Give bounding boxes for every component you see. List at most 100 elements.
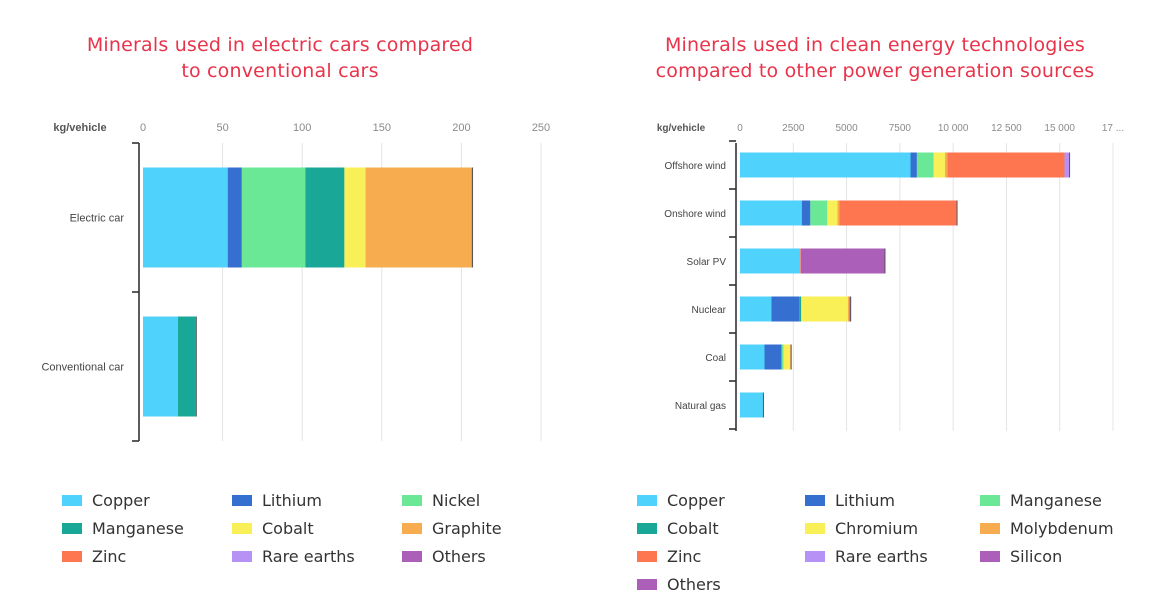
legend-label-manganese: Manganese (92, 518, 184, 538)
bar-onshore-wind-chromium (827, 200, 838, 226)
legend-label-zinc: Zinc (92, 546, 127, 566)
bar-offshore-wind-rare-earths (1064, 152, 1070, 178)
bar-offshore-wind-lithium (910, 152, 917, 178)
bar-electric-car-manganese (305, 167, 345, 268)
right-chart-title: Minerals used in clean energy technologi… (610, 32, 1140, 84)
legend-item-copper: Copper (62, 489, 232, 511)
bar-offshore-wind-manganese (916, 152, 934, 178)
legend-item-silicon: Silicon (980, 545, 1140, 567)
category-label-coal: Coal (705, 353, 726, 364)
bar-nuclear-cobalt (799, 296, 802, 322)
x-tick-label-250: 250 (532, 122, 550, 134)
bar-offshore-wind-chromium (933, 152, 945, 178)
category-label-offshore-wind: Offshore wind (664, 161, 726, 172)
legend-swatch-cobalt (637, 522, 657, 534)
legend-label-nickel: Nickel (432, 490, 481, 510)
x-tick-label-0: 0 (140, 122, 146, 134)
x-tick-label-15-000: 15 000 (1044, 123, 1075, 134)
bar-coal-manganese (781, 344, 784, 370)
bar-offshore-wind-zinc (947, 152, 1065, 178)
legend-label-rare-earths: Rare earths (262, 546, 355, 566)
legend-item-rare-earths: Rare earths (232, 545, 402, 567)
x-tick-label-2500: 2500 (782, 123, 805, 134)
bar-coal-lithium (764, 344, 782, 370)
bar-onshore-wind-lithium (801, 200, 811, 226)
bar-offshore-wind-copper (740, 152, 911, 178)
legend-label-chromium: Chromium (835, 518, 919, 538)
legend-swatch-chromium (805, 522, 825, 534)
legend-item-manganese: Manganese (980, 489, 1140, 511)
bar-solar-pv-silicon (800, 248, 885, 274)
legend-item-zinc: Zinc (62, 545, 232, 567)
legend-item-others: Others (637, 573, 805, 595)
legend-swatch-others (637, 578, 657, 590)
legend-label-lithium: Lithium (262, 490, 322, 510)
bar-onshore-wind-zinc (839, 200, 957, 226)
bar-electric-car-copper (143, 167, 228, 268)
legend-label-lithium: Lithium (835, 490, 895, 510)
x-tick-label-150: 150 (373, 122, 391, 134)
legend-label-manganese: Manganese (1010, 490, 1102, 510)
legend-item-lithium: Lithium (805, 489, 980, 511)
bar-coal-chromium (783, 344, 791, 370)
x-tick-label-0: 0 (737, 123, 743, 134)
right-chart-title-line-1: Minerals used in clean energy technologi… (664, 34, 1086, 56)
bar-offshore-wind-molybdenum (944, 152, 948, 178)
bar-coal-molybdenum (790, 344, 792, 370)
x-tick-label-7500: 7500 (889, 123, 912, 134)
legend-item-manganese: Manganese (62, 517, 232, 539)
legend-swatch-silicon (980, 550, 1000, 562)
legend-item-copper: Copper (637, 489, 805, 511)
legend-label-graphite: Graphite (432, 518, 502, 538)
legend-label-molybdenum: Molybdenum (1010, 518, 1114, 538)
unit-label: kg/vehicle (53, 122, 106, 134)
x-tick-label-100: 100 (293, 122, 311, 134)
legend-swatch-lithium (232, 494, 252, 506)
bar-nuclear-molybdenum (847, 296, 850, 322)
legend-item-zinc: Zinc (637, 545, 805, 567)
right-chart-title-line-2: compared to other power generation sourc… (655, 60, 1095, 82)
legend-swatch-cobalt (232, 522, 252, 534)
bar-onshore-wind-manganese (810, 200, 828, 226)
legend-label-rare-earths: Rare earths (835, 546, 928, 566)
bar-electric-car-nickel (241, 167, 306, 268)
x-tick-label-200: 200 (452, 122, 470, 134)
legend-swatch-manganese (980, 494, 1000, 506)
x-tick-label-5000: 5000 (835, 123, 858, 134)
category-label-solar-pv: Solar PV (687, 257, 727, 268)
category-label-natural-gas: Natural gas (675, 401, 726, 412)
bar-solar-pv-copper (740, 248, 801, 274)
bar-nuclear-others (849, 296, 851, 322)
legend-swatch-others (402, 550, 422, 562)
legend-label-zinc: Zinc (667, 546, 702, 566)
unit-label: kg/vehicle (657, 123, 706, 134)
legend-item-others: Others (402, 545, 552, 567)
legend-label-copper: Copper (667, 490, 725, 510)
legend-label-others: Others (432, 546, 486, 566)
legend-label-copper: Copper (92, 490, 150, 510)
right-chart-legend: Copper Lithium Manganese Cobalt Chromium Moly… (637, 489, 1140, 595)
legend-swatch-zinc (637, 550, 657, 562)
left-chart-title-line-2: to conventional cars (181, 60, 379, 82)
category-label-conventional-car: Conventional car (41, 362, 124, 374)
bar-conventional-car-copper (143, 316, 179, 417)
legend-label-silicon: Silicon (1010, 546, 1063, 566)
x-tick-label-17: 17 ... (1102, 123, 1124, 134)
legend-item-lithium: Lithium (232, 489, 402, 511)
left-chart-legend: Copper Lithium Nickel Manganese Cobalt Graphi… (62, 489, 552, 567)
category-label-onshore-wind: Onshore wind (664, 209, 726, 220)
bar-electric-car-cobalt (344, 167, 366, 268)
legend-swatch-rare-earths (805, 550, 825, 562)
left-chart-title-line-1: Minerals used in electric cars compared (86, 34, 474, 56)
legend-swatch-rare-earths (232, 550, 252, 562)
category-label-nuclear: Nuclear (692, 305, 727, 316)
bar-electric-car-rare-earths (471, 167, 473, 268)
legend-item-nickel: Nickel (402, 489, 552, 511)
legend-swatch-lithium (805, 494, 825, 506)
bar-onshore-wind-copper (740, 200, 802, 226)
bar-coal-copper (740, 344, 765, 370)
legend-swatch-manganese (62, 522, 82, 534)
bar-electric-car-lithium (227, 167, 242, 268)
